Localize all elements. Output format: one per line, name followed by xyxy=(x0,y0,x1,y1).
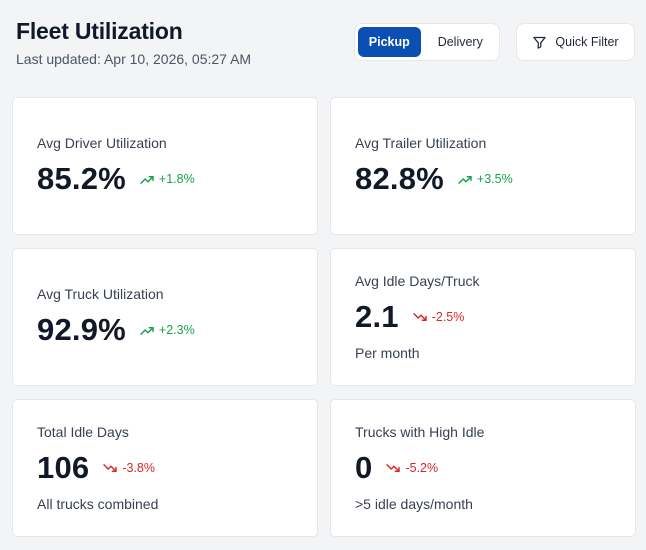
metric-value: 106 xyxy=(37,450,90,485)
trending-down-icon xyxy=(103,463,118,472)
metric-value: 0 xyxy=(355,450,373,485)
pickup-delivery-toggle: Pickup Delivery xyxy=(354,23,500,61)
card-label: Avg Trailer Utilization xyxy=(355,135,487,151)
metric-value: 85.2% xyxy=(37,161,126,196)
trend-indicator: -2.5% xyxy=(413,310,465,324)
trend-value: -3.8% xyxy=(122,461,155,475)
trend-value: +3.5% xyxy=(476,172,513,186)
trend-indicator: -3.8% xyxy=(103,461,155,475)
trend-indicator: +3.5% xyxy=(458,172,513,186)
trend-value: -2.5% xyxy=(431,310,465,324)
quick-filter-label: Quick Filter xyxy=(555,35,619,49)
quick-filter-button[interactable]: Quick Filter xyxy=(516,23,635,61)
card-label: Avg Idle Days/Truck xyxy=(355,273,480,289)
trend-indicator: +2.3% xyxy=(140,323,195,337)
trending-up-icon xyxy=(140,175,154,184)
page-header: Fleet Utilization Last updated: Apr 10, … xyxy=(16,18,251,67)
trend-value: +1.8% xyxy=(158,172,195,186)
trend-indicator: +1.8% xyxy=(140,172,195,186)
card-label: Trucks with High Idle xyxy=(355,424,485,440)
trending-down-icon xyxy=(413,312,427,321)
card-avg-idle-days-per-truck: Avg Idle Days/Truck 2.1 -2.5% Per month xyxy=(330,248,636,386)
trend-indicator: -5.2% xyxy=(386,461,438,475)
trending-down-icon xyxy=(386,463,401,472)
card-avg-driver-utilization: Avg Driver Utilization 85.2% +1.8% xyxy=(12,97,318,235)
trend-value: -5.2% xyxy=(405,461,439,475)
card-subtext: >5 idle days/month xyxy=(355,496,473,512)
card-label: Avg Truck Utilization xyxy=(37,286,164,302)
pickup-toggle-button[interactable]: Pickup xyxy=(358,27,421,57)
card-label: Total Idle Days xyxy=(37,424,129,440)
trend-value: +2.3% xyxy=(158,323,195,337)
card-avg-truck-utilization: Avg Truck Utilization 92.9% +2.3% xyxy=(12,248,318,386)
trending-up-icon xyxy=(458,175,472,184)
last-updated-text: Last updated: Apr 10, 2026, 05:27 AM xyxy=(16,51,252,67)
metric-value: 82.8% xyxy=(355,161,444,196)
card-label: Avg Driver Utilization xyxy=(37,135,167,151)
trending-up-icon xyxy=(140,326,154,335)
page-title: Fleet Utilization xyxy=(16,18,183,44)
card-subtext: Per month xyxy=(355,345,420,361)
metric-value: 2.1 xyxy=(355,299,399,334)
funnel-icon xyxy=(533,36,547,49)
card-total-idle-days: Total Idle Days 106 -3.8% All trucks com… xyxy=(12,399,318,537)
card-trucks-with-high-idle: Trucks with High Idle 0 -5.2% >5 idle da… xyxy=(330,399,636,537)
card-avg-trailer-utilization: Avg Trailer Utilization 82.8% +3.5% xyxy=(330,97,636,235)
card-subtext: All trucks combined xyxy=(37,496,159,512)
metric-value: 92.9% xyxy=(37,312,126,347)
delivery-toggle-button[interactable]: Delivery xyxy=(437,35,483,49)
